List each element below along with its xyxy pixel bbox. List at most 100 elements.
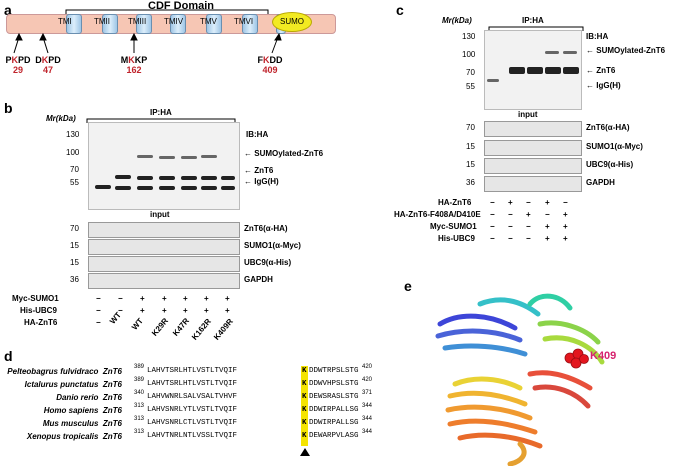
input-marker-4: 36 — [466, 178, 475, 187]
site-k: K — [263, 55, 270, 65]
anno-znt6: ← ZnT6 — [586, 66, 616, 75]
sumo-oval: SUMO — [272, 12, 312, 32]
input-blot-2 — [484, 140, 582, 156]
b-r3-5: K47R — [171, 316, 192, 338]
seq-k: K — [302, 367, 307, 375]
input-row-1: ZnT6(α-HA) — [586, 123, 630, 132]
site-k: K — [11, 55, 19, 65]
marker-130: 130 — [462, 32, 476, 41]
anno-text: ZnT6 — [254, 166, 274, 175]
b-r2-4: + — [162, 306, 167, 315]
c-r2-5: + — [563, 210, 568, 219]
triangle-marker-icon — [300, 448, 310, 456]
ib-label: IB:HA — [246, 130, 269, 139]
anno-igg: ← IgG(H) — [244, 177, 279, 186]
tm3-label: TMIII — [128, 17, 147, 26]
site-number: 409 — [262, 65, 278, 75]
c-r1-1: − — [490, 198, 495, 207]
tm5-label: TMV — [200, 17, 217, 26]
b-r2-6: + — [204, 306, 209, 315]
marker-55: 55 — [466, 82, 475, 91]
marker-70: 70 — [70, 165, 79, 174]
input-blot-3 — [88, 256, 240, 272]
species-name: Mus musculus — [42, 419, 99, 428]
seq-start: 313 — [134, 429, 145, 435]
seq-k: K — [302, 393, 307, 401]
c-r3-1: − — [490, 222, 495, 231]
input-blot-1 — [88, 222, 240, 238]
panel-d: d Pelteobagrus fulvidraco ZnT6 389 LAHVT… — [0, 348, 380, 466]
seq-right: DDWIRPALLSG — [309, 406, 359, 414]
seq-left: LAHVTNRLNTLVSSLTVQIF — [147, 432, 238, 440]
input-marker-3: 15 — [466, 160, 475, 169]
row-myc-sumo1: Myc-SUMO1 — [430, 222, 477, 231]
input-marker-4: 36 — [70, 275, 79, 284]
site-number: 47 — [42, 65, 53, 75]
input-label: input — [150, 210, 170, 219]
marker-130: 130 — [66, 130, 80, 139]
alignment-highlight — [301, 366, 308, 446]
input-row-3: UBC9(α-His) — [586, 160, 634, 169]
sumo-label: SUMO — [280, 17, 304, 26]
c-r4-5: + — [563, 234, 568, 243]
b-r1-7: + — [225, 294, 230, 303]
protein-structure-image — [435, 293, 605, 466]
gene-name: ZnT6 — [102, 432, 122, 441]
seq-right: DEWSRASLSTG — [309, 393, 359, 401]
input-row-2: SUMO1(α-Myc) — [586, 142, 643, 151]
site-right: PD — [18, 55, 31, 65]
anno-text: SUMOylated-ZnT6 — [254, 149, 324, 158]
b-r2-5: + — [183, 306, 188, 315]
seq-right: DDWTRPSLSTG — [309, 367, 359, 375]
input-marker-2: 15 — [466, 142, 475, 151]
gene-name: ZnT6 — [102, 367, 122, 376]
marker-70: 70 — [466, 68, 475, 77]
ip-label: IP:HA — [522, 16, 544, 25]
row-ha-znt6: HA-ZnT6 — [438, 198, 472, 207]
b-r2-1: − — [96, 306, 101, 315]
seq-start: 389 — [134, 377, 145, 383]
anno-znt6: ← ZnT6 — [244, 166, 274, 175]
species-name: Pelteobagrus fulvidraco — [7, 367, 99, 376]
input-row-4: GAPDH — [244, 275, 273, 284]
site-number: 29 — [12, 65, 23, 75]
c-r3-4: + — [545, 222, 550, 231]
input-marker-1: 70 — [70, 224, 79, 233]
anno-sumoylated: ← SUMOylated-ZnT6 — [586, 46, 666, 55]
c-r3-2: − — [508, 222, 513, 231]
site-47: DKPD 47 — [35, 55, 61, 75]
seq-end: 344 — [362, 403, 373, 409]
input-blot-4 — [88, 273, 240, 289]
row-myc-sumo1: Myc-SUMO1 — [12, 294, 59, 303]
input-blot-4 — [484, 176, 582, 192]
marker-100: 100 — [66, 148, 80, 157]
panel-a-label: a — [4, 2, 12, 18]
seq-left: LAHVSNRLYTLVSTLTVQIF — [147, 406, 238, 414]
seq-end: 420 — [362, 364, 373, 370]
species-name: Homo sapiens — [43, 406, 99, 415]
b-r1-1: − — [96, 294, 101, 303]
c-r3-3: − — [526, 222, 531, 231]
panel-a: a CDF Domain TMI TMII TMIII TMIV TMV TMV… — [0, 0, 340, 90]
c-r1-3: − — [526, 198, 531, 207]
ib-label: IB:HA — [586, 32, 609, 41]
species-name: Danio rerio — [56, 393, 99, 402]
c-r1-5: − — [563, 198, 568, 207]
row-his-ubc9: His-UBC9 — [20, 306, 57, 315]
c-r4-1: − — [490, 234, 495, 243]
site-29: PKPD 29 — [5, 55, 31, 75]
seq-end: 420 — [362, 377, 373, 383]
gene-name: ZnT6 — [102, 393, 122, 402]
seq-k: K — [302, 419, 307, 427]
input-row-4: GAPDH — [586, 178, 615, 187]
tm2-segment — [102, 14, 118, 34]
ip-bracket — [488, 26, 584, 31]
site-arrows — [13, 32, 282, 54]
panel-e-label: e — [404, 278, 412, 294]
anno-text: IgG(H) — [254, 177, 279, 186]
input-row-2: SUMO1(α-Myc) — [244, 241, 301, 250]
gene-name: ZnT6 — [102, 406, 122, 415]
species-name: Ictalurus punctatus — [24, 380, 99, 389]
tm2-label: TMII — [94, 17, 110, 26]
alignment-row: Danio rerio ZnT6 340 LAHVWNRLSALVSALTVHV… — [4, 390, 380, 406]
